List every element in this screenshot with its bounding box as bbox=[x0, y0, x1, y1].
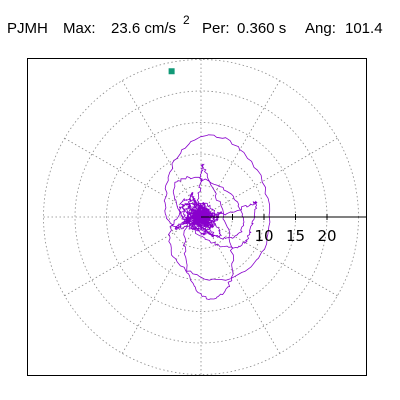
max-value: 23.6 cm/s bbox=[111, 20, 177, 37]
max-amplitude-marker bbox=[168, 68, 175, 75]
period-label: Per: bbox=[202, 20, 230, 37]
max-label: Max: bbox=[63, 20, 96, 37]
grid-spoke-150 bbox=[64, 137, 202, 218]
grid-spoke-120 bbox=[121, 80, 202, 218]
grid-spoke-240 bbox=[121, 216, 202, 354]
radial-tick-label-20: 20 bbox=[317, 227, 336, 245]
grid-spoke-30 bbox=[200, 137, 338, 218]
grid-spoke-210 bbox=[64, 216, 202, 297]
header-bar: PJMH Max: 23.6 cm/s 2 Per: 0.360 s Ang: … bbox=[0, 0, 400, 44]
grid-spoke-60 bbox=[200, 80, 281, 218]
motion-trace bbox=[163, 134, 271, 300]
radial-tick-labels: 10 15 20 bbox=[254, 227, 336, 245]
period-value: 0.360 s bbox=[237, 20, 287, 37]
angle-value: 101.4 bbox=[345, 20, 383, 37]
radial-tick-label-15: 15 bbox=[286, 227, 305, 245]
angle-label: Ang: bbox=[305, 20, 336, 37]
particle-motion-plot: 10 15 20 bbox=[43, 59, 366, 375]
radial-tick-label-10: 10 bbox=[254, 227, 273, 245]
radial-axis bbox=[201, 214, 366, 220]
station-code: PJMH bbox=[7, 20, 48, 37]
motion-trace-path bbox=[163, 134, 271, 300]
max-unit-exponent: 2 bbox=[183, 13, 190, 27]
plot-frame: 10 15 20 bbox=[27, 58, 367, 376]
max-marker-layer bbox=[168, 68, 175, 75]
